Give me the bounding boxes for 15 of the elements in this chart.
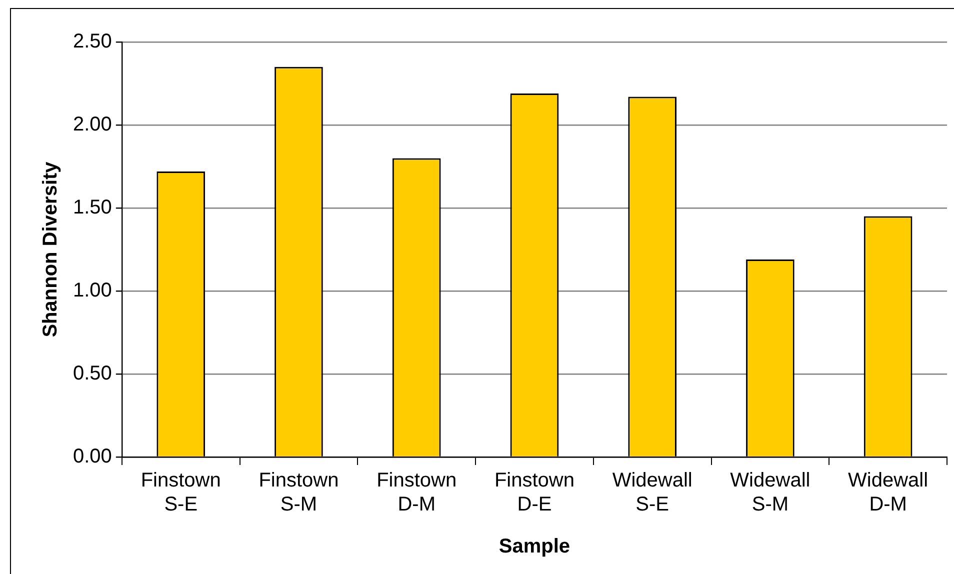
y-tick-label: 2.00 (72, 114, 112, 136)
x-tick-label: Widewall D-M (848, 470, 928, 516)
x-tick-label: Widewall S-M (730, 470, 810, 516)
y-tick-label: 1.50 (72, 196, 112, 219)
x-tick-label: Finstown D-M (376, 470, 457, 516)
x-tick-label: Finstown S-E (140, 470, 221, 516)
x-tick-label: Widewall S-E (612, 470, 692, 516)
y-tick-label: 0.00 (72, 446, 112, 468)
y-axis-title: Shannon Diversity (40, 160, 62, 338)
y-tick-label: 1.00 (72, 280, 112, 302)
x-tick-label: Finstown S-M (258, 470, 339, 516)
x-tick-label: Finstown D-E (494, 470, 574, 516)
y-tick-label: 0.50 (72, 362, 112, 385)
x-axis-title: Sample (498, 536, 570, 558)
y-tick-label: 2.50 (72, 30, 112, 53)
